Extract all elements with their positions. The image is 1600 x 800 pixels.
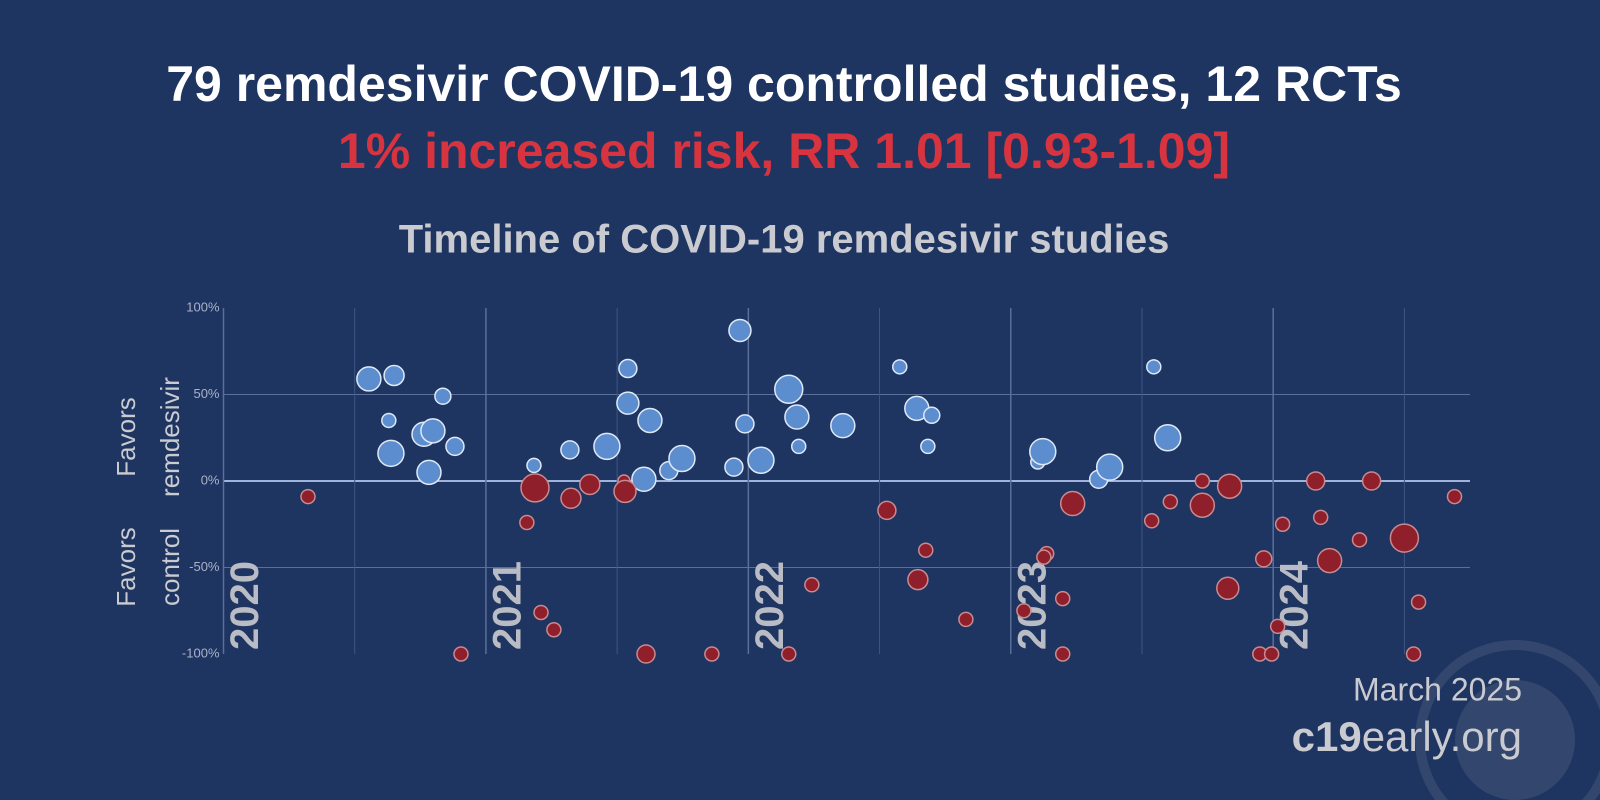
study-bubble (1054, 646, 1071, 662)
study-bubble (704, 646, 720, 662)
study-bubble (377, 439, 405, 468)
virus-decoration (1415, 640, 1600, 800)
date: March 2025 (1353, 671, 1522, 707)
study-bubble (1054, 590, 1071, 607)
study-bubble (774, 374, 804, 405)
study-bubble (735, 414, 755, 434)
study-bubble (1389, 523, 1420, 553)
study-bubble (790, 438, 807, 455)
y-axis-label: Favors remdesivir (111, 377, 185, 497)
study-bubble (1316, 547, 1343, 574)
study-bubble (1305, 471, 1326, 491)
chart-title: Timeline of COVID-19 remdesivir studies (399, 218, 1170, 262)
study-bubble (1143, 513, 1160, 529)
study-bubble (830, 412, 856, 439)
study-bubble (560, 487, 582, 510)
study-bubble (1016, 603, 1032, 619)
study-bubble (618, 358, 638, 379)
study-bubble (1274, 516, 1291, 532)
study-bubble (804, 577, 820, 593)
y-tick-label: 50% (193, 386, 219, 401)
x-tick-label: 2024 (1273, 560, 1317, 650)
y-axis-label: Favors control (111, 527, 185, 606)
study-bubble (784, 404, 810, 430)
study-bubble (1095, 453, 1124, 481)
study-bubble (445, 436, 465, 457)
study-bubble (958, 611, 974, 628)
study-bubble (1216, 473, 1243, 499)
site: c19early.org (1292, 713, 1522, 760)
site-bold: c19 (1292, 713, 1362, 760)
study-bubble (526, 457, 542, 474)
y-axis-label-line: Favors (111, 527, 141, 606)
x-tick-label: 2022 (748, 561, 792, 650)
study-bubble (356, 366, 382, 392)
study-bubble (892, 359, 908, 375)
site-rest: early.org (1362, 713, 1522, 760)
y-tick-label: -50% (189, 559, 220, 574)
study-bubble (747, 446, 775, 474)
study-bubble (1410, 594, 1427, 610)
y-axis-label-line: remdesivir (155, 377, 185, 497)
study-bubble (1216, 576, 1240, 601)
study-bubble (616, 391, 640, 415)
study-bubble (877, 500, 897, 521)
study-bubble (1405, 646, 1422, 662)
study-bubble (613, 479, 637, 504)
study-bubble (420, 418, 446, 444)
study-bubble (546, 622, 562, 638)
study-bubble (631, 466, 657, 493)
study-bubble (1153, 424, 1182, 452)
study-bubble (920, 438, 936, 455)
study-bubble (1194, 473, 1211, 489)
study-bubble (1361, 471, 1382, 491)
study-bubble (1351, 532, 1368, 548)
study-bubble (1189, 492, 1216, 518)
study-bubble (1263, 646, 1280, 662)
study-bubble (1059, 490, 1086, 517)
study-bubble (668, 444, 696, 473)
study-bubble (520, 473, 550, 503)
study-bubble (1269, 618, 1286, 635)
study-bubble (560, 440, 580, 460)
y-axis-label-line: control (155, 528, 185, 606)
study-bubble (637, 407, 663, 434)
study-bubble (434, 387, 452, 405)
study-bubble (533, 604, 549, 621)
title: 79 remdesivir COVID-19 controlled studie… (166, 56, 1402, 112)
study-bubble (1162, 494, 1179, 510)
y-tick-label: 100% (186, 299, 220, 314)
study-bubble (923, 406, 941, 425)
study-bubble (1254, 550, 1273, 568)
study-bubble (636, 644, 656, 664)
y-axis-label-line: Favors (111, 397, 141, 476)
study-bubble (381, 412, 397, 429)
study-bubble (300, 488, 316, 505)
study-bubble (1036, 549, 1052, 565)
study-bubble (907, 568, 929, 591)
x-tick-label: 2021 (485, 561, 529, 650)
study-bubble (383, 364, 405, 387)
study-bubble (416, 459, 442, 486)
x-tick-label: 2020 (223, 561, 267, 650)
study-bubble (1146, 359, 1162, 375)
y-tick-label: -100% (182, 645, 220, 660)
study-bubble (728, 318, 752, 343)
study-bubble (1029, 437, 1057, 466)
subtitle: 1% increased risk, RR 1.01 [0.93-1.09] (338, 123, 1230, 179)
x-tick-label: 2023 (1010, 561, 1054, 650)
study-bubble (781, 646, 797, 662)
study-bubble (579, 473, 601, 496)
study-bubble (519, 514, 535, 531)
study-bubble (724, 457, 744, 477)
study-bubble (917, 542, 934, 558)
study-bubble (593, 432, 621, 461)
y-tick-label: 0% (201, 472, 220, 487)
study-bubble (453, 646, 469, 662)
study-bubble (1446, 488, 1463, 505)
study-bubble (1312, 509, 1329, 526)
